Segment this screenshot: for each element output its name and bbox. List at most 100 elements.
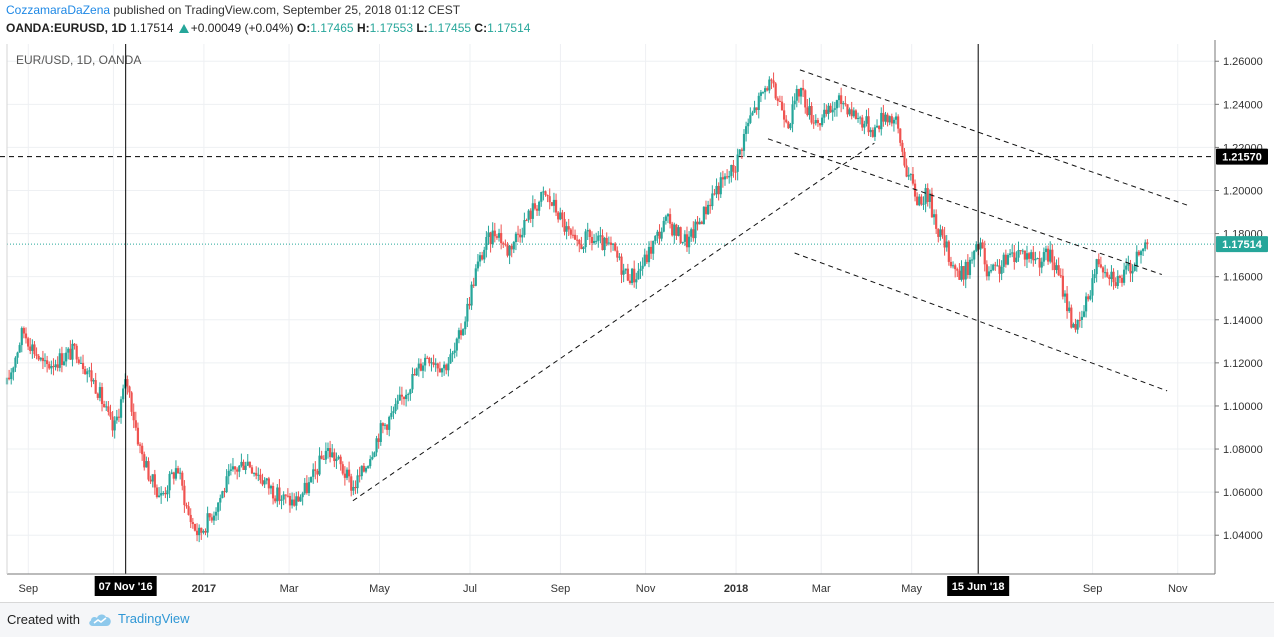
candle-up: [1127, 263, 1130, 266]
candle-down: [573, 234, 577, 240]
candle-down: [354, 486, 357, 489]
candle-down: [696, 221, 699, 225]
candle-up: [641, 265, 644, 269]
y-tick-label: 1.24000: [1223, 99, 1263, 111]
candle-up: [122, 388, 125, 400]
candle-down: [546, 195, 549, 197]
tradingview-cloud-icon: [89, 614, 111, 626]
candle-up: [151, 474, 154, 482]
candle-up: [540, 192, 543, 202]
candle-up: [280, 499, 283, 501]
candle-down: [278, 487, 281, 501]
candle-up: [595, 240, 598, 242]
y-tick-label: 1.20000: [1223, 186, 1263, 198]
candle-down: [286, 495, 289, 497]
candle-down: [138, 444, 142, 446]
candle-down: [649, 246, 653, 254]
candle-down: [141, 445, 144, 455]
candle-up: [466, 303, 469, 322]
candle-down: [770, 79, 773, 81]
candle-up: [388, 416, 391, 430]
candle-down: [117, 416, 121, 418]
candle-up: [652, 240, 655, 254]
candle-up: [462, 329, 465, 336]
candle-up: [1040, 261, 1043, 268]
candle-down: [818, 123, 822, 126]
candle-up: [1089, 295, 1092, 300]
candle-up: [162, 492, 165, 494]
low-label: L:: [416, 21, 428, 35]
x-tick-label: Jul: [463, 583, 477, 595]
candle-up: [54, 364, 57, 368]
candle-up: [464, 321, 467, 330]
x-tick-label: Sep: [551, 583, 571, 595]
candle-down: [493, 230, 496, 237]
x-tick-label: Nov: [1168, 583, 1188, 595]
candle-down: [557, 212, 560, 220]
candle-down: [189, 514, 192, 523]
candle-down: [248, 461, 251, 468]
candle-down: [510, 245, 513, 250]
candle-down: [445, 364, 448, 371]
candle-down: [840, 95, 843, 104]
candle-up: [586, 230, 589, 232]
candle-up: [303, 482, 306, 494]
candle-down: [164, 492, 167, 495]
candle-up: [71, 343, 74, 360]
candle-up: [453, 350, 456, 353]
candle-up: [922, 203, 925, 205]
candle-down: [1074, 324, 1077, 330]
candle-up: [43, 360, 47, 362]
candle-up: [430, 362, 433, 364]
candle-up: [105, 406, 108, 408]
candle-up: [643, 254, 646, 266]
candle-down: [1112, 271, 1115, 283]
candle-down: [685, 234, 689, 248]
candle-up: [1095, 259, 1098, 275]
candle-up: [1139, 251, 1143, 256]
candle-up: [217, 502, 220, 512]
candle-down: [616, 250, 619, 258]
candle-up: [1002, 254, 1005, 267]
candle-down: [947, 241, 950, 262]
candle-up: [552, 199, 556, 206]
candle-up: [639, 268, 642, 271]
tradingview-link[interactable]: TradingView: [88, 611, 190, 627]
candle-up: [238, 465, 241, 472]
price-change: +0.00049 (+0.04%): [190, 21, 294, 35]
candle-down: [1078, 319, 1081, 321]
candle-up: [751, 112, 754, 116]
candle-down: [981, 242, 984, 249]
author-link[interactable]: CozzamaraDaZena: [6, 3, 111, 17]
candle-down: [962, 266, 965, 280]
candle-down: [709, 204, 712, 207]
price-chart[interactable]: EUR/USD, 1D, OANDA 1.04000 1.06000 1.08000…: [0, 40, 1274, 602]
y-tick-label: 1.16000: [1223, 272, 1263, 284]
candle-down: [348, 469, 351, 477]
candle-down: [890, 116, 893, 124]
candle-down: [529, 210, 532, 219]
candle-up: [18, 345, 21, 353]
candle-down: [804, 90, 807, 108]
candle-up: [225, 476, 228, 493]
candle-down: [381, 423, 384, 426]
candle-up: [635, 279, 638, 283]
candle-up: [833, 108, 836, 110]
candle-down: [386, 424, 389, 430]
trendlines[interactable]: [352, 69, 1189, 502]
candle-down: [930, 193, 934, 218]
candle-down: [438, 368, 442, 373]
candle-up: [12, 367, 15, 373]
candle-down: [77, 359, 80, 364]
candle-up: [624, 268, 627, 271]
time-axis[interactable]: SepNov2017MarMayJulSepNov2018MarMaySepNo…: [18, 583, 1188, 595]
candle-up: [170, 472, 173, 474]
candle-down: [943, 235, 946, 248]
candle-up: [973, 250, 976, 260]
candle-up: [483, 249, 486, 260]
candle-up: [799, 88, 803, 97]
candle-up: [1125, 265, 1128, 270]
candle-up: [307, 482, 311, 494]
candle-up: [814, 120, 817, 124]
price-axis[interactable]: 1.04000 1.06000 1.08000 1.10000 1.12000 1.140…: [1215, 56, 1263, 542]
